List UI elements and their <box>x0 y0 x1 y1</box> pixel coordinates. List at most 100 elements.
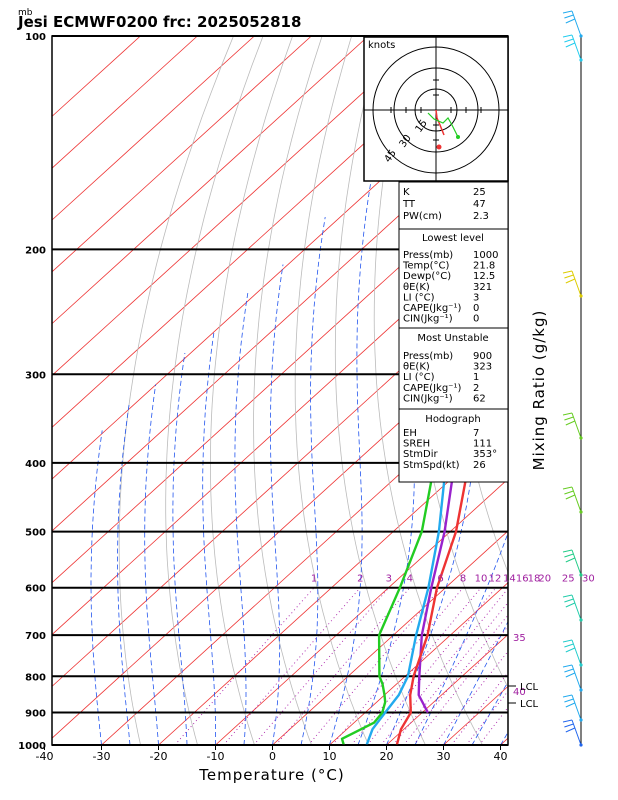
mixing-ratio-label-40: 40 <box>513 687 526 698</box>
dry-adiabat-line <box>334 36 426 745</box>
most-unstable-label: Press(mb) <box>403 351 453 362</box>
pressure-tick-label: 700 <box>25 631 46 642</box>
isotherm-line <box>272 530 508 745</box>
hodograph-index-label: SREH <box>403 439 430 450</box>
temperature-tick-label: -40 <box>36 750 54 763</box>
mixing-ratio-label: 6 <box>437 574 443 585</box>
temperature-tick-label: 10 <box>323 750 337 763</box>
lowest-level-label: Temp(°C) <box>402 261 450 272</box>
dry-adiabat-line <box>584 36 618 745</box>
temperature-tick-label: 20 <box>380 750 394 763</box>
temperature-tick-label: 40 <box>494 750 508 763</box>
mixing-ratio-label: 10 <box>475 574 488 585</box>
hodograph-index-label: StmSpd(kt) <box>403 460 460 471</box>
lowest-level-value: 0 <box>473 314 479 325</box>
wind-barb <box>562 270 583 298</box>
hodograph-end-point <box>456 135 460 139</box>
moist-adiabat-line <box>270 264 284 745</box>
temperature-profile <box>395 316 508 745</box>
temperature-tick-label: 0 <box>269 750 276 763</box>
units-label: mb <box>18 8 33 18</box>
mixing-ratio-label-35: 35 <box>513 633 526 644</box>
lowest-level-value: 3 <box>473 292 479 303</box>
index-label: TT <box>402 199 416 210</box>
dry-adiabat-line <box>552 36 618 745</box>
wind-barb <box>562 34 583 62</box>
hodograph-units: knots <box>368 40 395 51</box>
mixing-ratio-label: 2 <box>357 574 363 585</box>
lowest-level-value: 21.8 <box>473 261 495 272</box>
pressure-tick-label: 400 <box>25 459 46 470</box>
moist-adiabat-line <box>172 352 188 745</box>
mixing-ratio-label: 18 <box>528 574 541 585</box>
y-axis-label-right: Mixing Ratio (g/kg) <box>530 310 548 471</box>
hodograph: knots 15 30 45 <box>363 36 509 182</box>
moist-adiabat-line <box>117 403 131 745</box>
lowest-level-value: 1000 <box>473 250 498 261</box>
mixing-ratio-line <box>253 587 390 745</box>
hodograph-box-title: Hodograph <box>425 414 480 425</box>
hodograph-storm-marker <box>436 144 442 150</box>
most-unstable-label: θE(K) <box>403 362 430 373</box>
lowest-level-label: Dewp(°C) <box>403 271 451 282</box>
most-unstable-value: 323 <box>473 362 492 373</box>
isotherm-line <box>329 582 508 745</box>
isotherm-line <box>52 167 508 584</box>
isotherm-line <box>158 426 508 745</box>
hodograph-trace-upper <box>427 112 459 138</box>
hodograph-index-value: 7 <box>473 428 479 439</box>
mixing-ratio-label: 30 <box>582 574 595 585</box>
wind-barb <box>562 594 583 622</box>
moist-adiabat-line <box>414 532 508 745</box>
most-unstable-value: 62 <box>473 393 486 404</box>
lowest-level-title: Lowest level <box>422 233 484 244</box>
pressure-tick-label: 500 <box>25 528 46 539</box>
wind-barb <box>562 486 583 514</box>
pressure-tick-label: 100 <box>25 32 46 43</box>
moist-adiabat-line <box>234 292 249 745</box>
mixing-ratio-label: 20 <box>538 574 551 585</box>
mixing-ratio-line <box>223 587 361 745</box>
isotherm-line <box>52 219 508 636</box>
background-lines <box>52 36 618 745</box>
pressure-tick-label: 900 <box>25 709 46 720</box>
temperature-tick-label: -10 <box>207 750 225 763</box>
indices-panel: K 25 TT 47 PW(cm) 2.3 Lowest level Press(mb) 1… <box>398 181 509 483</box>
hodograph-index-label: StmDir <box>403 449 438 460</box>
hodograph-index-value: 111 <box>473 439 492 450</box>
mixing-ratio-label: 3 <box>386 574 392 585</box>
isotherm-line <box>215 478 508 745</box>
most-unstable-label: CAPE(Jkg⁻¹) <box>403 383 461 394</box>
pressure-tick-label: 200 <box>25 245 46 256</box>
wind-barb <box>562 719 583 747</box>
pressure-tick-label: 800 <box>25 672 46 683</box>
wind-barb <box>562 10 583 38</box>
mixing-ratio-label: 12 <box>489 574 502 585</box>
dry-adiabat-line <box>294 36 369 745</box>
x-axis-label: Temperature (°C) <box>198 766 344 784</box>
isotherm-line <box>52 36 369 325</box>
wind-barb <box>562 412 583 440</box>
index-label: PW(cm) <box>403 211 442 222</box>
lowest-level-label: CIN(Jkg⁻¹) <box>403 314 453 325</box>
isotherm-line <box>52 36 255 221</box>
hodograph-index-value: 353° <box>473 449 497 460</box>
pressure-tick-label: 1000 <box>18 741 46 752</box>
temperature-tick-label: -30 <box>93 750 111 763</box>
most-unstable-value: 2 <box>473 383 479 394</box>
chart-title: Jesi ECMWF0200 frc: 2025052818 <box>17 13 301 31</box>
wind-barb <box>562 549 583 577</box>
index-value: 2.3 <box>473 211 489 222</box>
index-label: K <box>403 187 410 198</box>
wind-barb <box>562 694 583 722</box>
moist-adiabat-line <box>329 180 372 745</box>
temperature-tick-label: 30 <box>437 750 451 763</box>
mixing-ratio-line <box>332 587 464 745</box>
mixing-ratio-label: 14 <box>503 574 516 585</box>
lowest-level-label: θE(K) <box>403 282 430 293</box>
dry-adiabat-line <box>118 36 234 745</box>
isotherm-line <box>52 36 141 117</box>
hodograph-trace <box>435 109 445 136</box>
lowest-level-value: 321 <box>473 282 492 293</box>
